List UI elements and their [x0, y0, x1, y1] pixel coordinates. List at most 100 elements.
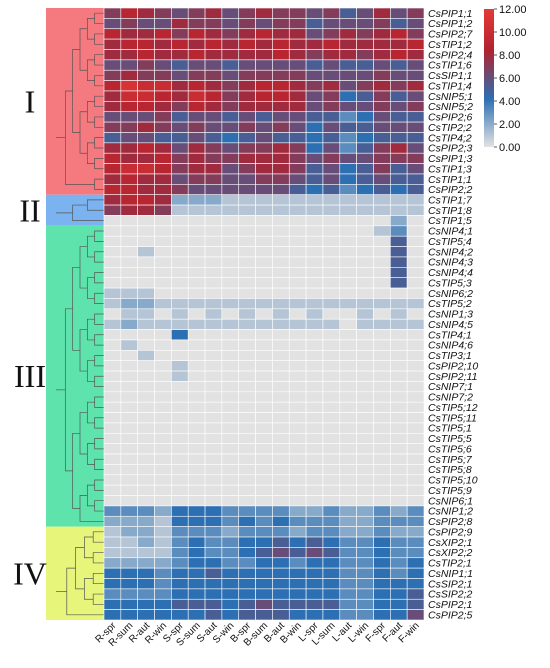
heatmap-cell — [204, 318, 223, 330]
heatmap-cell — [204, 329, 223, 341]
heatmap-cell — [305, 142, 324, 154]
heatmap-cell — [238, 370, 256, 382]
heatmap-cell — [238, 547, 256, 559]
heatmap-cell — [373, 360, 391, 372]
heatmap-cell — [187, 547, 206, 559]
heatmap-cell — [272, 194, 290, 206]
heatmap-cell — [339, 28, 357, 40]
heatmap-cell — [356, 443, 374, 455]
heatmap-cell — [255, 515, 273, 527]
heatmap-cell — [406, 370, 425, 382]
heatmap-cell — [272, 246, 290, 258]
heatmap-cell — [238, 101, 256, 113]
heatmap-cell — [103, 412, 122, 424]
heatmap-cell — [305, 536, 324, 548]
heatmap-cell — [154, 350, 172, 361]
heatmap-cell — [356, 111, 374, 123]
heatmap-cell — [120, 7, 138, 19]
heatmap-cell — [221, 526, 240, 538]
heatmap-cell — [322, 432, 341, 444]
heatmap-cell — [390, 505, 408, 517]
heatmap-cell — [272, 18, 290, 30]
heatmap-cell — [272, 515, 290, 527]
heatmap-cell — [221, 298, 240, 310]
heatmap-cell — [288, 495, 307, 507]
heatmap-cell — [221, 194, 240, 206]
row-label: CsPIP2;7 — [428, 29, 474, 41]
heatmap-cell — [120, 557, 138, 569]
heatmap-cell — [373, 329, 391, 341]
heatmap-cell — [171, 360, 189, 372]
heatmap-cell — [171, 121, 189, 133]
heatmap-cell — [305, 69, 324, 81]
heatmap-cell — [103, 318, 122, 330]
heatmap-cell — [272, 609, 290, 621]
dendrogram-branch — [94, 75, 104, 87]
heatmap-cell — [187, 464, 206, 476]
heatmap-cell — [356, 557, 374, 569]
heatmap-cell — [221, 132, 240, 144]
heatmap-cell — [120, 173, 138, 185]
heatmap-cell — [221, 588, 240, 600]
heatmap-cell — [390, 184, 408, 196]
heatmap-cell — [103, 28, 122, 40]
heatmap-cell — [255, 547, 273, 559]
heatmap-cell — [255, 101, 273, 113]
heatmap-cell — [204, 484, 223, 496]
heatmap-cell — [288, 464, 307, 476]
heatmap-cell — [204, 464, 223, 476]
heatmap-cell — [154, 184, 172, 196]
heatmap-cell — [120, 443, 138, 455]
heatmap-cell — [272, 121, 290, 133]
heatmap-cell — [238, 432, 256, 444]
heatmap-cell — [238, 588, 256, 600]
heatmap-cell — [322, 381, 341, 393]
heatmap-cell — [373, 401, 391, 413]
heatmap-cell — [373, 246, 391, 258]
heatmap-cell — [373, 495, 391, 507]
heatmap-cell — [272, 7, 290, 19]
heatmap-cell — [356, 173, 374, 185]
heatmap-cell — [120, 329, 138, 341]
heatmap-cell — [305, 90, 324, 102]
heatmap-cell — [373, 204, 391, 216]
heatmap-cell — [305, 360, 324, 372]
heatmap-cell — [305, 204, 324, 216]
heatmap-cell — [238, 515, 256, 527]
heatmap-cell — [288, 277, 307, 289]
heatmap-cell — [238, 287, 256, 299]
heatmap-cell — [255, 215, 273, 227]
heatmap-cell — [137, 515, 155, 527]
heatmap-cell — [272, 163, 290, 175]
heatmap-cell — [322, 547, 341, 559]
heatmap-cell — [171, 453, 189, 465]
heatmap-cell — [272, 370, 290, 382]
row-label: CsTIP5;5 — [428, 433, 472, 445]
heatmap-cell — [339, 339, 357, 351]
heatmap-cell — [288, 142, 307, 154]
heatmap-cell — [238, 152, 256, 164]
heatmap-cell — [322, 484, 341, 496]
heatmap-cell — [137, 111, 155, 123]
heatmap-cell — [322, 598, 341, 610]
heatmap-cell — [171, 267, 189, 278]
heatmap-cell — [305, 18, 324, 30]
heatmap-cell — [187, 235, 206, 247]
heatmap-cell — [288, 339, 307, 351]
heatmap-cell — [406, 277, 425, 289]
heatmap-cell — [103, 360, 122, 372]
heatmap-cell — [154, 111, 172, 123]
heatmap-cell — [120, 495, 138, 507]
heatmap-cell — [255, 453, 273, 465]
heatmap-cell — [356, 246, 374, 258]
heatmap-cell — [204, 235, 223, 247]
heatmap-cell — [373, 474, 391, 486]
heatmap-cell — [305, 121, 324, 133]
heatmap-cell — [322, 80, 341, 92]
heatmap-cell — [187, 277, 206, 289]
heatmap-cell — [373, 184, 391, 196]
heatmap-cell — [390, 536, 408, 548]
heatmap-cell — [137, 381, 155, 393]
heatmap-cell — [288, 163, 307, 175]
heatmap-cell — [238, 173, 256, 185]
